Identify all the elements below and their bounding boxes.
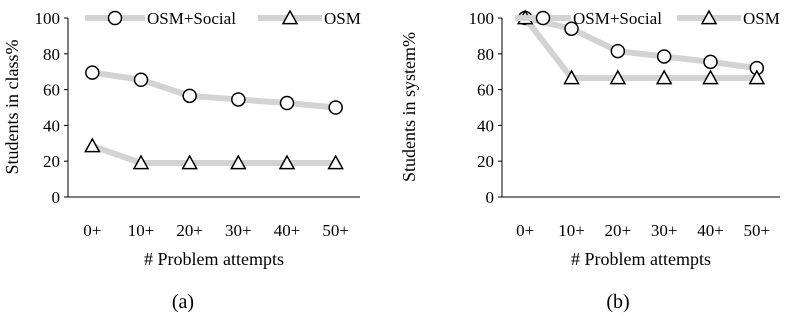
y-axis-label: Students in system% — [399, 32, 419, 182]
x-tick-label: 0+ — [83, 221, 101, 240]
chart-b: 0 20 40 60 80 100 0+ 10+ 20+ 30+ 40+ 50+ OSM+Social O… — [399, 9, 780, 313]
data-point — [655, 69, 673, 85]
x-tick-label: 30+ — [225, 221, 252, 240]
series-line-0 — [89, 69, 339, 111]
x-axis-label: # Problem attempts — [571, 249, 711, 269]
legend-marker — [281, 9, 299, 25]
y-tick-label: 60 — [477, 81, 494, 100]
x-tick-label: 10+ — [558, 221, 585, 240]
data-point — [182, 88, 197, 104]
y-tick-label: 100 — [469, 9, 495, 28]
y-tick-label: 100 — [35, 9, 61, 28]
y-tick-label: 40 — [43, 116, 60, 135]
x-tick-label: 50+ — [744, 221, 771, 240]
legend-label: OSM — [324, 9, 361, 28]
x-tick-label: 40+ — [697, 221, 724, 240]
data-point — [85, 65, 100, 80]
data-point — [703, 54, 718, 70]
x-tick-label: 40+ — [274, 221, 301, 240]
data-point — [609, 69, 627, 85]
data-point — [181, 154, 198, 170]
data-point — [610, 43, 626, 59]
x-axis-label: # Problem attempts — [144, 249, 284, 269]
data-point — [327, 154, 344, 170]
x-tick-label: 20+ — [176, 221, 203, 240]
y-tick-label: 20 — [477, 152, 494, 171]
data-point — [702, 69, 719, 85]
data-point — [279, 95, 295, 111]
data-point — [748, 69, 766, 85]
data-point — [133, 72, 149, 88]
data-point — [563, 69, 580, 85]
chart-a: 0 20 40 60 80 100 0+ 10+ 20+ 30+ 40+ 50+ OSM+Social O… — [2, 9, 361, 313]
legend-label: OSM — [743, 9, 780, 28]
y-tick-label: 20 — [43, 152, 60, 171]
y-tick-label: 80 — [477, 45, 494, 64]
data-point — [230, 154, 247, 170]
data-point — [278, 154, 296, 170]
y-tick-label: 40 — [477, 116, 494, 135]
x-tick-label: 30+ — [651, 221, 678, 240]
series-line-1 — [89, 142, 339, 166]
data-point — [656, 49, 672, 64]
x-tick-label: 20+ — [605, 221, 632, 240]
y-tick-label: 80 — [43, 45, 60, 64]
series-line-1 — [522, 15, 760, 81]
data-point — [132, 154, 150, 170]
data-point — [328, 100, 343, 115]
x-tick-label: 0+ — [516, 221, 534, 240]
y-axis-label: Students in class% — [2, 40, 22, 175]
y-tick-label: 60 — [43, 81, 60, 100]
legend-label: OSM+Social — [573, 9, 662, 28]
x-tick-label: 50+ — [322, 221, 349, 240]
series-line-0 — [522, 15, 760, 72]
data-point — [84, 137, 101, 153]
data-point — [231, 92, 246, 107]
subfigure-caption: (a) — [172, 291, 194, 313]
legend-label: OSM+Social — [147, 9, 236, 28]
y-tick-label: 0 — [52, 188, 61, 207]
legend-marker — [700, 9, 718, 25]
x-tick-label: 10+ — [128, 221, 155, 240]
legend-marker — [535, 10, 551, 26]
data-point — [564, 21, 579, 36]
y-tick-label: 0 — [486, 188, 495, 207]
subfigure-caption: (b) — [606, 291, 629, 313]
legend-marker — [107, 10, 123, 26]
